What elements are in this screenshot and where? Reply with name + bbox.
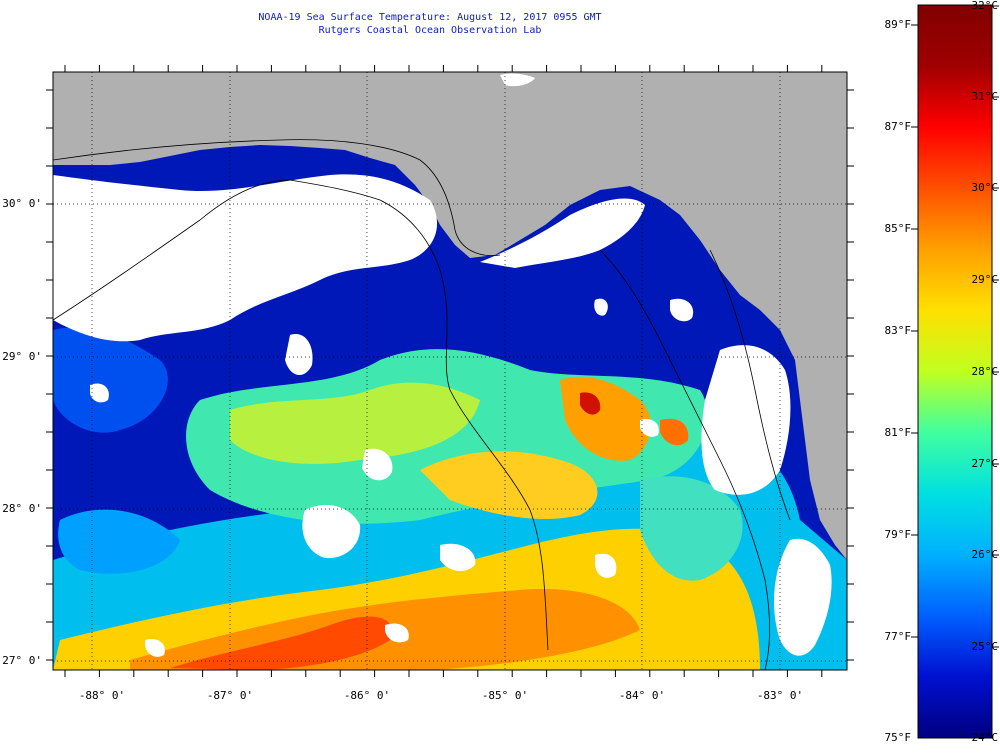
- colorbar-c-label: 26°C: [971, 548, 999, 561]
- colorbar-c-label: 30°C: [971, 181, 999, 194]
- lon-label: -83° 0': [756, 689, 804, 702]
- lat-label: 27° 0': [2, 654, 42, 667]
- cloud-cover: [53, 73, 832, 657]
- colorbar-f-label: 81°F: [884, 426, 912, 439]
- colorbar-f-label: 75°F: [884, 731, 912, 744]
- colorbar-f-label: 87°F: [884, 120, 912, 133]
- colorbar-c-label: 27°C: [971, 457, 999, 470]
- lat-label: 29° 0': [2, 350, 42, 363]
- colorbar-f-label: 89°F: [884, 18, 912, 31]
- map-frame: [52, 71, 848, 671]
- coastline-contours: [53, 139, 791, 670]
- colorbar-c-label: 32°C: [971, 0, 999, 12]
- colorbar-f-label: 77°F: [884, 630, 912, 643]
- colorbar-f-label: 79°F: [884, 528, 912, 541]
- map-subtitle: Rutgers Coastal Ocean Observation Lab: [318, 25, 542, 36]
- colorbar-f-label: 83°F: [884, 324, 912, 337]
- land-mass: [53, 72, 847, 560]
- lat-label: 30° 0': [2, 197, 42, 210]
- colorbar-ticks: [911, 5, 999, 648]
- colorbar-c-label: 31°C: [971, 90, 999, 103]
- lon-label: -86° 0': [343, 689, 391, 702]
- sst-field: [53, 327, 847, 670]
- colorbar-c-label: 28°C: [971, 365, 999, 378]
- axis-ticks: [46, 65, 854, 677]
- map-title: NOAA-19 Sea Surface Temperature: August …: [258, 12, 602, 23]
- lon-label: -84° 0': [618, 689, 666, 702]
- lon-label: -87° 0': [206, 689, 254, 702]
- graticule: [53, 72, 847, 670]
- colorbar: [917, 4, 993, 739]
- lat-label: 28° 0': [2, 502, 42, 515]
- lon-label: -88° 0': [78, 689, 126, 702]
- lon-label: -85° 0': [481, 689, 529, 702]
- colorbar-c-label: 25°C: [971, 640, 999, 653]
- colorbar-c-label: 29°C: [971, 273, 999, 286]
- colorbar-f-label: 85°F: [884, 222, 912, 235]
- colorbar-c-label: 24°C: [971, 731, 999, 744]
